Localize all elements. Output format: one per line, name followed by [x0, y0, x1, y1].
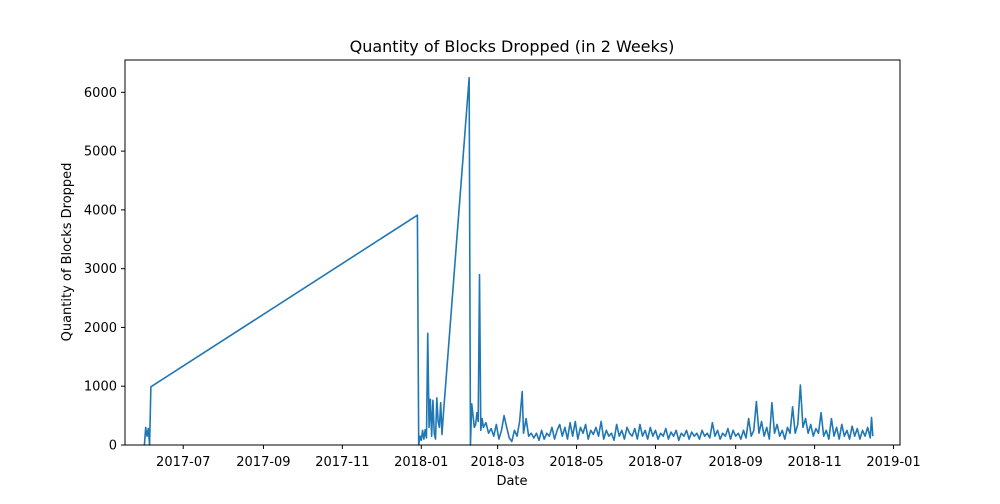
x-tick-label: 2018-01	[394, 455, 448, 470]
x-tick-label: 2018-09	[709, 455, 763, 470]
x-tick-label: 2018-11	[787, 455, 841, 470]
y-tick-label: 1000	[84, 380, 117, 395]
y-tick-label: 6000	[84, 86, 117, 101]
y-tick-label: 4000	[84, 203, 117, 218]
x-tick-label: 2017-09	[236, 455, 290, 470]
x-axis-label: Date	[496, 474, 527, 489]
plot-area-frame	[124, 59, 901, 446]
chart-title: Quantity of Blocks Dropped (in 2 Weeks)	[350, 37, 675, 56]
y-tick-label: 2000	[84, 321, 117, 336]
x-tick-label: 2017-11	[315, 455, 369, 470]
x-tick-label: 2018-03	[470, 455, 524, 470]
y-tick-label: 0	[109, 439, 117, 454]
axis-ticks: 2017-07 2017-09 2017-11 2018-01 2018-03 2018-…	[84, 86, 921, 470]
series-line-0	[143, 76, 874, 446]
x-tick-label: 2017-07	[156, 455, 210, 470]
y-tick-label: 3000	[84, 262, 117, 277]
x-tick-label: 2019-01	[866, 455, 920, 470]
series-layer	[143, 76, 874, 446]
y-axis-label: Quantity of Blocks Dropped	[60, 163, 75, 342]
y-tick-label: 5000	[84, 145, 117, 160]
x-tick-label: 2018-07	[628, 455, 682, 470]
x-tick-label: 2018-05	[549, 455, 603, 470]
